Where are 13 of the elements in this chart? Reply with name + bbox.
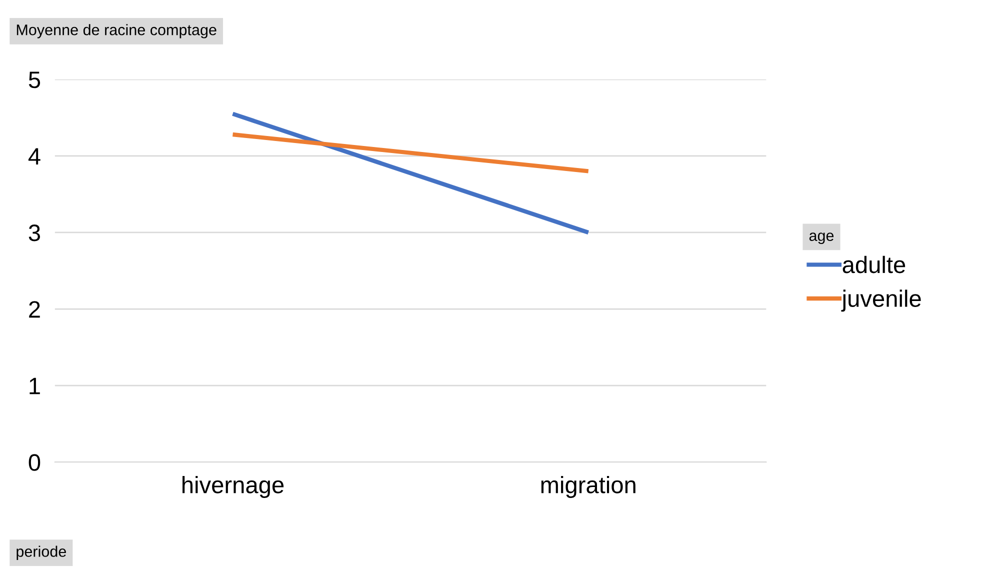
y-tick-label: 2 (29, 301, 40, 318)
x-tick-label: migration (541, 476, 636, 498)
x-axis-title: periode (16, 546, 66, 560)
x-tick-label: hivernage (182, 476, 284, 498)
legend-label: juvenile (841, 290, 921, 312)
y-tick-label: 1 (30, 378, 40, 394)
y-axis-title: Moyenne de racine comptage (16, 24, 216, 38)
y-tick-label: 4 (28, 148, 40, 164)
legend-title: age (809, 232, 834, 244)
y-tick-label: 3 (28, 224, 40, 242)
legend-label: adulte (842, 256, 906, 274)
y-tick-label: 0 (28, 454, 40, 471)
y-tick-label: 5 (28, 72, 40, 88)
